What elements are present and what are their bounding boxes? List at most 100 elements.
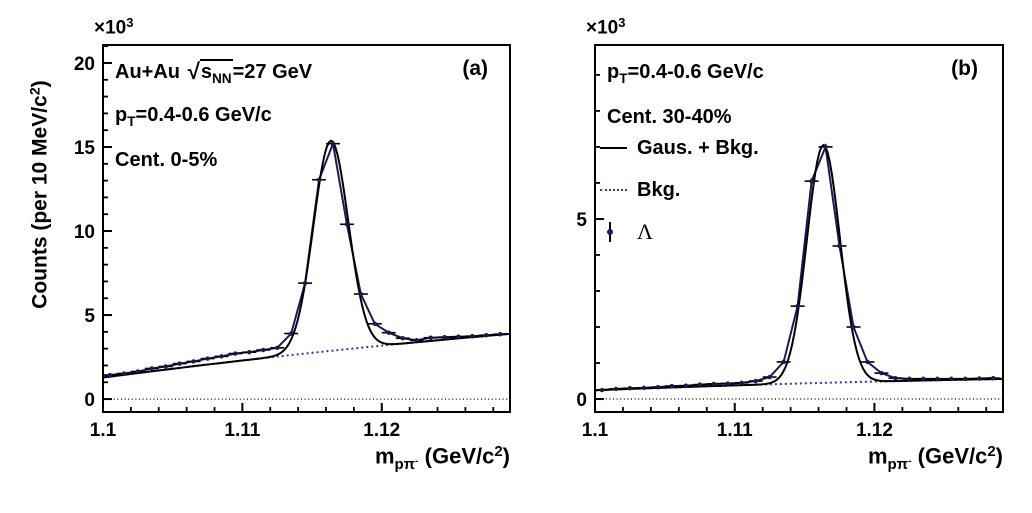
data-marker (470, 334, 475, 339)
data-marker (991, 375, 996, 381)
y-tick-label: 15 (74, 138, 96, 159)
data-marker (865, 359, 870, 365)
data-marker (428, 335, 433, 340)
legend-label-bkg: Bkg. (637, 178, 681, 201)
x-tick-label: 1.12 (856, 420, 893, 441)
data-marker (121, 371, 127, 376)
bkg-line-icon (600, 189, 627, 191)
centrality-text-a: Cent. 0-5% (115, 149, 218, 171)
x-tick-label: 1.11 (224, 420, 260, 441)
y-tick-label: 10 (74, 222, 95, 243)
data-marker (316, 177, 322, 182)
data-marker (641, 385, 647, 391)
legend-entry-fit: Gaus. + Bkg. (600, 127, 759, 169)
data-marker (949, 376, 954, 382)
data-points-b (595, 143, 1001, 393)
pt-range-text-b: pT=0.4-0.6 GeV/c (607, 61, 764, 86)
data-marker (163, 364, 168, 369)
data-marker (837, 243, 842, 249)
data-marker (484, 333, 489, 338)
legend-entry-lambda: Λ (600, 211, 759, 253)
ticks-a: 1.1 1.11 1.12 0 5 10 15 20 (74, 45, 495, 441)
data-marker (275, 345, 280, 351)
data-marker (851, 324, 856, 330)
ticks-b: 1.1 1.11 1.12 0 5 (576, 73, 988, 441)
data-marker (191, 359, 196, 364)
y-title-text: Counts (per 10 MeV/c (28, 95, 52, 309)
frame-b (594, 44, 1004, 413)
data-points-a (103, 141, 508, 378)
data-marker (669, 383, 675, 389)
panel-a-annotations: Au+Au √sNN=27 GeV pT=0.4-0.6 GeV/c Cent.… (115, 48, 312, 183)
data-marker (599, 387, 605, 393)
data-marker (613, 386, 619, 392)
data-marker (135, 369, 141, 374)
data-marker (219, 354, 224, 359)
data-marker (879, 370, 884, 376)
data-marker (149, 366, 154, 371)
y-scale-exponent-a: ×103 (94, 15, 134, 39)
data-marker (697, 382, 702, 387)
data-marker (683, 383, 689, 388)
data-marker (627, 386, 633, 391)
data-marker (177, 361, 182, 366)
data-marker (288, 331, 294, 336)
data-marker (247, 349, 252, 355)
panel-label-a: (a) (462, 57, 488, 80)
collision-energy-text: Au+Au √sNN=27 GeV (115, 59, 313, 86)
legend: Gaus. + Bkg. Bkg. Λ (600, 127, 759, 253)
data-marker (725, 381, 730, 386)
data-marker (781, 359, 786, 365)
data-marker (442, 335, 447, 340)
x-tick-label: 1.12 (363, 420, 400, 441)
y-tick-label: 5 (84, 306, 95, 327)
data-marker (400, 336, 405, 341)
x-tick-label: 1.1 (90, 420, 117, 441)
panel-a: 1.1 1.11 1.12 0 5 10 15 20 (74, 44, 511, 441)
data-marker (921, 376, 926, 382)
y-tick-label: 20 (74, 54, 95, 75)
panel-b: 1.1 1.11 1.12 0 5 (576, 44, 1004, 441)
data-marker (711, 381, 716, 387)
data-marker (753, 378, 758, 384)
data-marker (767, 374, 772, 380)
panel-label-b: (b) (951, 57, 978, 80)
legend-entry-bkg: Bkg. (600, 169, 759, 211)
centrality-text-b: Cent. 30-40% (607, 106, 732, 128)
panel-b-annotations: pT=0.4-0.6 GeV/c Cent. 30-40% (607, 50, 764, 140)
background-curve-a (102, 332, 509, 379)
fit-line-icon (600, 147, 627, 149)
marker-dot-glyph (607, 229, 613, 235)
data-marker (302, 280, 308, 286)
data-marker (498, 332, 503, 337)
data-marker (233, 351, 238, 356)
x-axis-title-b: mpπ- (GeV/c2) (867, 443, 1003, 473)
x-tick-label: 1.11 (717, 420, 753, 441)
data-marker (372, 321, 377, 326)
y-tick-label: 0 (84, 390, 95, 411)
y-tick-label: 5 (576, 210, 587, 231)
data-marker (907, 376, 912, 382)
data-marker (205, 356, 210, 361)
data-marker (414, 338, 419, 343)
data-marker (330, 141, 336, 146)
data-marker (977, 376, 982, 381)
data-marker (344, 222, 350, 227)
data-marker (795, 303, 800, 309)
data-marker (107, 372, 113, 378)
frame-a (102, 44, 511, 413)
y-axis-title: Counts (per 10 MeV/c2) (27, 80, 52, 309)
lambda-marker-icon (600, 222, 627, 242)
data-marker (261, 347, 266, 353)
x-tick-label: 1.1 (582, 420, 609, 441)
data-marker (655, 384, 661, 390)
y-scale-exponent-b: ×103 (586, 15, 626, 39)
y-title-sup: 2 (27, 87, 44, 96)
y-tick-label: 0 (576, 390, 587, 411)
data-marker (823, 144, 828, 150)
fit-curve-a (102, 139, 509, 379)
sqrt-symbol: √ (187, 59, 200, 84)
data-marker (358, 291, 364, 297)
